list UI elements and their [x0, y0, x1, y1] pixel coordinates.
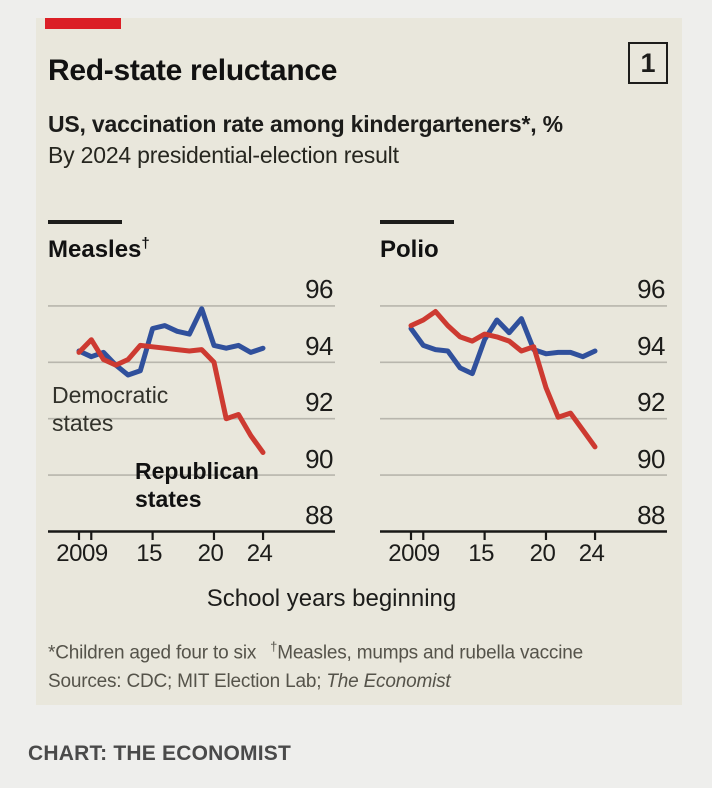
series-line-republican: [76, 336, 266, 455]
panel-title-polio: Polio: [380, 235, 670, 264]
figure-number-badge: 1: [628, 42, 668, 84]
figure-number: 1: [640, 47, 656, 78]
footnotes: *Children aged four to six †Measles, mump…: [48, 632, 670, 696]
page-title: Red-state reluctance: [48, 54, 338, 87]
sources-prefix: Sources: CDC; MIT Election Lab;: [48, 670, 327, 692]
x-tick-label: 24: [578, 539, 605, 567]
panel-title-measles: Measles†: [48, 235, 338, 264]
x-tick-label: 20: [529, 539, 556, 567]
panel-marker: [48, 220, 122, 224]
x-tick-label: 2009: [56, 539, 108, 567]
chart-subtitle-line2: By 2024 presidential-election result: [48, 142, 399, 168]
x-tick-label: 15: [136, 539, 162, 567]
footnote-line1: *Children aged four to six †Measles, mump…: [48, 632, 670, 667]
panel-title-text: Polio: [380, 235, 439, 263]
y-tick-label: 90: [305, 443, 333, 474]
y-tick-label: 94: [637, 330, 665, 361]
panel-title-text: Measles: [48, 235, 142, 263]
footnote-children: *Children aged four to six: [48, 641, 257, 663]
dagger-superscript: †: [141, 234, 150, 252]
series-label-republican: Republican states: [135, 457, 259, 512]
footnote-mmr: Measles, mumps and rubella vaccine: [277, 641, 583, 663]
y-tick-label: 92: [305, 387, 333, 418]
charts-row: Measles† 96 94 92 90 88 2009 15 20 24 Democratic …: [48, 220, 670, 574]
series-label-democratic: Democratic states: [52, 381, 169, 436]
y-tick-label: 88: [637, 500, 665, 530]
chart-subtitle: US, vaccination rate among kindergartene…: [48, 111, 563, 137]
measles-plot-svg: [48, 304, 335, 540]
y-tick-label: 96: [305, 274, 333, 305]
x-tick-label: 2009: [388, 539, 440, 567]
dagger-mark: †: [270, 638, 278, 654]
y-tick-label: 88: [305, 500, 333, 530]
chart-credit: CHART: THE ECONOMIST: [28, 742, 291, 765]
sources-economist: The Economist: [326, 670, 451, 692]
x-axis-title: School years beginning: [206, 584, 457, 612]
x-tick-label: 24: [246, 539, 273, 567]
y-tick-label: 92: [637, 387, 665, 418]
x-tick-label: 15: [468, 539, 494, 567]
y-tick-label: 90: [637, 443, 665, 474]
measles-chart: 96 94 92 90 88 2009 15 20 24 Democratic states Rep…: [48, 274, 338, 574]
y-tick-label: 94: [305, 330, 333, 361]
chart-card: 1 Red-state reluctance US, vaccination r…: [36, 18, 682, 705]
economist-red-tag: [45, 18, 121, 29]
series-line-democratic: [408, 315, 598, 376]
y-tick-label: 96: [637, 274, 665, 305]
panel-polio: Polio 96 94 92 90 88 2009 15 20 24: [380, 220, 670, 574]
panel-marker: [380, 220, 454, 224]
sources-line: Sources: CDC; MIT Election Lab; The Econ…: [48, 667, 670, 696]
panel-measles: Measles† 96 94 92 90 88 2009 15 20 24 Democratic …: [48, 220, 338, 574]
series-line-democratic: [76, 305, 266, 377]
polio-plot-svg: [380, 304, 667, 540]
polio-chart: 96 94 92 90 88 2009 15 20 24: [380, 274, 670, 574]
x-tick-label: 20: [197, 539, 224, 567]
series-line-republican: [408, 308, 598, 449]
